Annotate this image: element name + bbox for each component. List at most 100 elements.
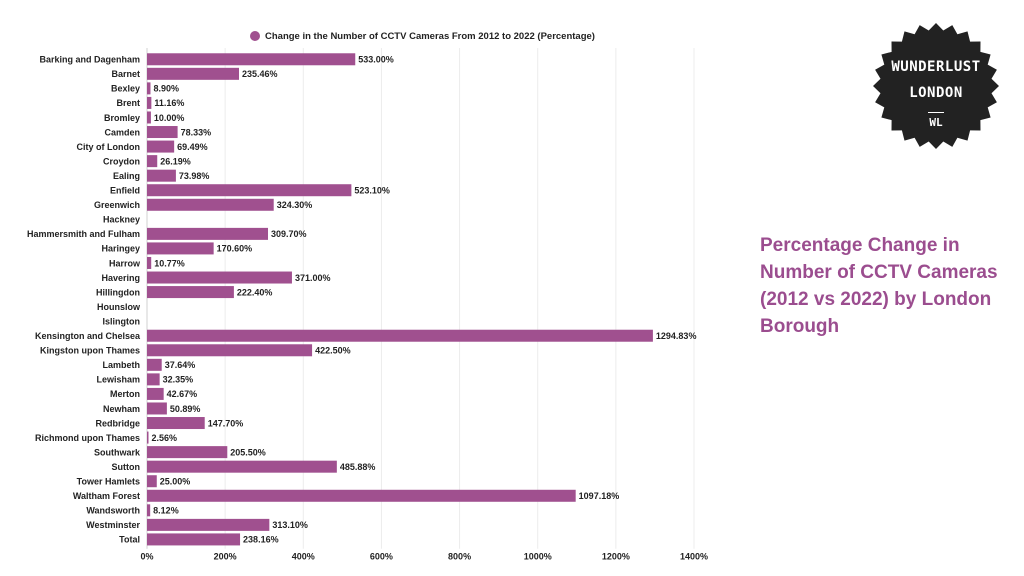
category-label: Greenwich	[94, 200, 140, 210]
data-label: 78.33%	[181, 127, 212, 137]
chart-legend: Change in the Number of CCTV Cameras Fro…	[250, 29, 595, 43]
bar	[147, 504, 151, 517]
category-label: Redbridge	[95, 418, 140, 428]
bar	[147, 286, 234, 299]
side-title: Percentage Change in Number of CCTV Came…	[760, 235, 998, 337]
bar	[147, 533, 241, 546]
bar	[147, 111, 151, 124]
data-label: 42.67%	[167, 389, 198, 399]
data-label: 37.64%	[165, 360, 196, 370]
category-label: Barking and Dagenham	[39, 55, 140, 65]
category-label: Bromley	[104, 113, 140, 123]
wunderlust-london-logo: WUNDERLUST LONDON WL	[872, 22, 1000, 150]
data-label: 1097.18%	[579, 491, 620, 501]
category-label: Camden	[104, 127, 140, 137]
legend-swatch	[250, 31, 260, 41]
logo-line-2: LONDON	[909, 85, 963, 101]
data-label: 32.35%	[163, 375, 194, 385]
data-label: 69.49%	[177, 142, 208, 152]
legend-label: Change in the Number of CCTV Cameras Fro…	[265, 30, 595, 42]
x-tick-label: 800%	[448, 552, 471, 562]
data-label: 222.40%	[237, 287, 273, 297]
category-label: City of London	[77, 142, 140, 152]
bar	[147, 387, 164, 400]
x-tick-label: 1000%	[524, 552, 552, 562]
x-tick-label: 1200%	[602, 552, 630, 562]
data-label: 324.30%	[277, 200, 313, 210]
category-label: Wandsworth	[86, 506, 140, 516]
category-label: Hillingdon	[96, 287, 140, 297]
category-label: Havering	[101, 273, 140, 283]
data-label: 73.98%	[179, 171, 210, 181]
category-label: Merton	[110, 389, 140, 399]
bar	[147, 126, 178, 139]
data-label: 8.12%	[153, 506, 179, 516]
bar	[147, 184, 352, 197]
bar	[147, 431, 149, 444]
category-label: Hackney	[103, 215, 140, 225]
bar	[147, 329, 653, 342]
category-label: Bexley	[111, 84, 140, 94]
bar	[147, 140, 175, 153]
category-label: Islington	[103, 316, 141, 326]
x-tick-label: 0%	[140, 552, 153, 562]
category-label: Total	[119, 535, 140, 545]
category-label: Newham	[103, 404, 140, 414]
bar	[147, 358, 162, 371]
data-label: 533.00%	[358, 55, 394, 65]
data-label: 371.00%	[295, 273, 331, 283]
category-label: Lewisham	[96, 375, 140, 385]
category-label: Tower Hamlets	[77, 477, 140, 487]
category-label: Lambeth	[102, 360, 140, 370]
category-label: Enfield	[110, 186, 140, 196]
x-tick-label: 1400%	[680, 552, 708, 562]
bar	[147, 460, 337, 473]
bar	[147, 402, 167, 415]
bar	[147, 518, 270, 531]
x-tick-label: 400%	[292, 552, 315, 562]
data-label: 313.10%	[272, 520, 308, 530]
data-label: 8.90%	[153, 84, 179, 94]
category-label: Ealing	[113, 171, 140, 181]
data-label: 10.77%	[154, 258, 185, 268]
category-label: Hammersmith and Fulham	[27, 229, 140, 239]
bar	[147, 96, 152, 109]
data-label: 10.00%	[154, 113, 185, 123]
data-label: 523.10%	[354, 186, 390, 196]
category-label: Hounslow	[97, 302, 141, 312]
bar	[147, 53, 356, 66]
bar	[147, 256, 152, 269]
data-label: 205.50%	[230, 447, 266, 457]
category-label: Harrow	[109, 258, 141, 268]
category-label: Haringey	[101, 244, 140, 254]
bar	[147, 67, 239, 80]
x-tick-label: 600%	[370, 552, 393, 562]
data-label: 26.19%	[160, 156, 191, 166]
logo-divider	[928, 112, 944, 113]
category-label: Kensington and Chelsea	[35, 331, 141, 341]
bar	[147, 227, 269, 240]
data-label: 422.50%	[315, 346, 351, 356]
category-label: Croydon	[103, 156, 140, 166]
data-label: 485.88%	[340, 462, 376, 472]
bar	[147, 417, 205, 430]
data-label: 50.89%	[170, 404, 201, 414]
category-label: Southwark	[94, 447, 141, 457]
category-label: Sutton	[112, 462, 141, 472]
bar	[147, 271, 292, 284]
logo-monogram: WL	[929, 116, 943, 129]
category-label: Brent	[116, 98, 140, 108]
data-label: 2.56%	[152, 433, 178, 443]
category-label: Richmond upon Thames	[35, 433, 140, 443]
data-label: 25.00%	[160, 477, 191, 487]
data-label: 147.70%	[208, 418, 244, 428]
bar	[147, 169, 176, 182]
data-label: 1294.83%	[656, 331, 697, 341]
bar	[147, 373, 160, 386]
bar	[147, 344, 313, 357]
bar	[147, 198, 274, 211]
category-label: Westminster	[86, 520, 140, 530]
bar	[147, 446, 228, 459]
data-label: 309.70%	[271, 229, 307, 239]
